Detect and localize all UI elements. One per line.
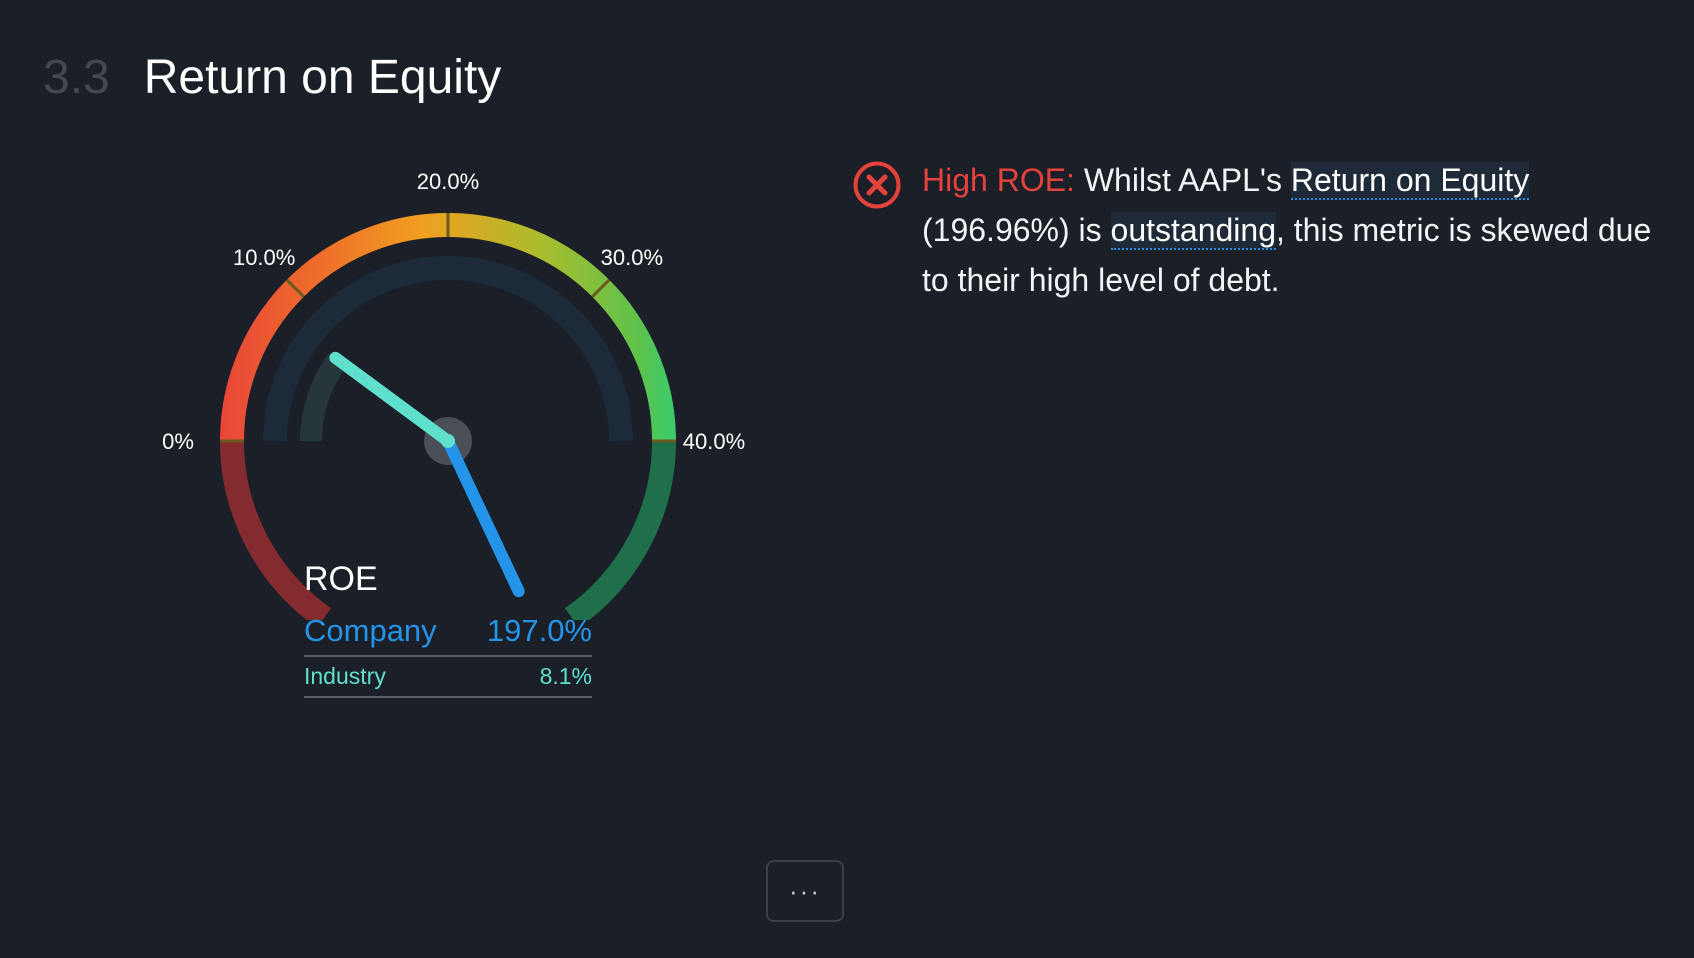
insight-text-2: (196.96%) is xyxy=(922,212,1102,248)
gauge-hub-center xyxy=(441,434,455,448)
legend-industry-value: 8.1% xyxy=(539,663,592,689)
gauge-tick xyxy=(285,278,305,298)
roe-gauge-chart: 0% 10.0% 20.0% 30.0% 40.0% xyxy=(162,169,745,620)
gauge-tick-label: 30.0% xyxy=(601,245,663,270)
section-header: 3.3 Return on Equity xyxy=(43,50,501,105)
gauge-tick-label: 0% xyxy=(162,429,194,454)
gauge-low-overflow-segment xyxy=(220,440,332,620)
industry-fill-arc xyxy=(300,353,347,442)
gauge-inner-track xyxy=(263,256,633,442)
legend-industry-label: Industry xyxy=(304,663,386,689)
gauge-tick xyxy=(591,278,611,298)
insight-check: High ROE: Whilst AAPL's Return on Equity… xyxy=(852,155,1664,305)
industry-needle xyxy=(329,351,454,447)
company-needle xyxy=(442,435,525,598)
outstanding-link[interactable]: outstanding xyxy=(1110,212,1276,250)
legend-industry-row: Industry 8.1% xyxy=(304,657,592,698)
fail-x-icon xyxy=(852,160,902,305)
section-number: 3.3 xyxy=(43,51,110,104)
insight-label: High ROE: xyxy=(922,162,1075,198)
legend-company-label: Company xyxy=(304,613,437,648)
roe-legend: ROE Company 197.0% Industry 8.1% xyxy=(304,560,592,698)
insight-text-1: Whilst AAPL's xyxy=(1083,162,1282,198)
legend-company-row: Company 197.0% xyxy=(304,613,592,657)
more-options-button[interactable]: ··· xyxy=(766,860,844,922)
gauge-high-overflow-segment xyxy=(564,440,676,620)
return-on-equity-link[interactable]: Return on Equity xyxy=(1290,162,1530,200)
insight-text-3: , this metric is skewed due to their hig… xyxy=(922,212,1652,298)
insight-text: High ROE: Whilst AAPL's Return on Equity… xyxy=(922,155,1664,305)
gauge-tick-label: 40.0% xyxy=(683,429,745,454)
gauge-tick-label: 20.0% xyxy=(417,169,479,194)
legend-company-value: 197.0% xyxy=(486,613,592,648)
section-title: Return on Equity xyxy=(143,51,502,104)
gauge-tick-label: 10.0% xyxy=(233,245,295,270)
legend-title: ROE xyxy=(304,560,378,598)
